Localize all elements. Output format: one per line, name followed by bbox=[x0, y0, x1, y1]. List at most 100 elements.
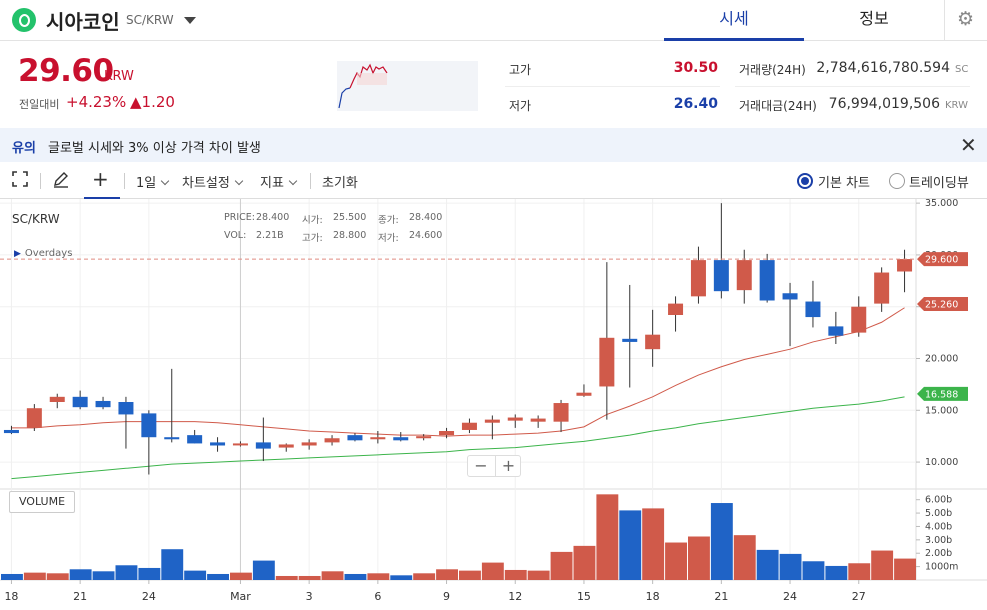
volume-bar bbox=[459, 570, 481, 580]
candle-body bbox=[668, 303, 684, 315]
volume-bar bbox=[733, 535, 756, 580]
low-value: 26.40 bbox=[673, 96, 718, 112]
candle-body bbox=[3, 429, 19, 434]
time-tick-label: 6 bbox=[374, 590, 381, 603]
header: 시아코인 SC/KRW 시세 정보 ⚙ bbox=[0, 0, 987, 41]
volume-bar bbox=[344, 573, 367, 580]
candle-body bbox=[95, 400, 111, 408]
zoom-in-button[interactable]: + bbox=[495, 456, 521, 476]
candle-body bbox=[576, 392, 592, 396]
price-chart[interactable]: 35.00030.00025.00020.00015.00010.0001821… bbox=[0, 199, 987, 610]
volume-bar bbox=[756, 549, 779, 580]
close-icon[interactable]: ✕ bbox=[960, 133, 977, 157]
volume-bar bbox=[275, 575, 298, 580]
indicators-menu[interactable]: 지표 bbox=[260, 172, 298, 191]
radio-tradingview[interactable] bbox=[889, 173, 905, 189]
candle-body bbox=[553, 403, 569, 422]
tab-info[interactable]: 정보 bbox=[859, 9, 889, 28]
volume-bar bbox=[23, 572, 46, 580]
chart-symbol: SC/KRW bbox=[12, 212, 60, 226]
candle-body bbox=[72, 396, 88, 408]
candle-body bbox=[347, 435, 363, 441]
candle-body bbox=[164, 437, 180, 440]
chevron-down-icon bbox=[234, 176, 244, 186]
header-divider bbox=[944, 0, 945, 40]
time-tick-label: 21 bbox=[73, 590, 87, 603]
candle-body bbox=[507, 417, 523, 421]
tradingview-label[interactable]: 트레이딩뷰 bbox=[909, 176, 969, 191]
legend-low-value: 24.600 bbox=[409, 230, 443, 241]
volume-tick-label: 3.00b bbox=[925, 535, 952, 546]
volume-chip: VOLUME bbox=[9, 491, 75, 513]
legend-vol-value: 2.21B bbox=[256, 230, 284, 241]
candle-body bbox=[118, 402, 134, 415]
amount-label: 거래대금(24H) bbox=[739, 99, 817, 113]
candle-body bbox=[461, 422, 477, 430]
candle-body bbox=[759, 260, 775, 301]
candle-body bbox=[232, 443, 248, 446]
volume-bar bbox=[252, 560, 275, 580]
moving-average-short bbox=[11, 307, 905, 437]
volume-bar bbox=[550, 551, 573, 580]
candle-body bbox=[645, 334, 661, 350]
candle-body bbox=[324, 438, 340, 443]
radio-basic-chart[interactable] bbox=[797, 173, 813, 189]
toolbar-divider bbox=[40, 173, 41, 189]
price-tick-label: 20.000 bbox=[925, 354, 958, 365]
candle-body bbox=[439, 431, 455, 436]
legend-high-value: 28.800 bbox=[333, 230, 367, 241]
time-tick-label: 12 bbox=[508, 590, 522, 603]
volume-bar bbox=[367, 573, 390, 580]
coin-select-caret-icon[interactable] bbox=[184, 17, 196, 24]
fullscreen-icon[interactable] bbox=[12, 171, 28, 191]
time-tick-label: 18 bbox=[4, 590, 18, 603]
legend-open-label: 시가: bbox=[302, 215, 323, 226]
ma-short-tag-background bbox=[917, 297, 968, 312]
candle-body bbox=[141, 413, 157, 438]
play-icon: ▶ bbox=[14, 249, 21, 259]
candle-body bbox=[874, 272, 890, 304]
volume-label: 거래량(24H) bbox=[739, 63, 806, 77]
candle-body bbox=[805, 301, 821, 318]
last-price-tag: 29.600 bbox=[925, 255, 958, 266]
volume-bar bbox=[184, 570, 207, 580]
overdays-toggle[interactable]: ▶ Overdays bbox=[14, 248, 72, 259]
chart-settings-label: 차트설정 bbox=[182, 176, 230, 191]
ma-short-tag: 25.260 bbox=[925, 300, 958, 311]
pencil-icon[interactable] bbox=[52, 171, 70, 193]
candle-body bbox=[370, 437, 386, 440]
time-tick-label: 21 bbox=[714, 590, 728, 603]
volume-tick-label: 4.00b bbox=[925, 521, 952, 532]
volume-bar bbox=[390, 575, 413, 580]
legend-low-label: 저가: bbox=[378, 233, 399, 244]
candle-body bbox=[622, 338, 638, 342]
volume-bar bbox=[527, 570, 550, 580]
candle-body bbox=[49, 396, 65, 402]
crosshair-icon[interactable]: + bbox=[92, 167, 109, 191]
volume-bar bbox=[92, 571, 115, 580]
volume-tick-label: 2.00b bbox=[925, 548, 952, 559]
high-value: 30.50 bbox=[673, 60, 718, 76]
candle-body bbox=[599, 337, 615, 387]
candle-body bbox=[26, 408, 42, 428]
gear-icon[interactable]: ⚙ bbox=[957, 8, 975, 30]
low-label: 저가 bbox=[509, 99, 532, 113]
volume-bar bbox=[825, 565, 848, 580]
volume-bar bbox=[710, 503, 733, 580]
chart-settings-menu[interactable]: 차트설정 bbox=[182, 172, 244, 191]
reset-button[interactable]: 초기화 bbox=[322, 176, 358, 191]
volume-bar bbox=[779, 553, 802, 580]
candle-body bbox=[210, 442, 226, 446]
tab-price[interactable]: 시세 bbox=[664, 0, 804, 41]
volume-bar bbox=[46, 573, 69, 580]
chart-canvas[interactable]: 35.00030.00025.00020.00015.00010.0001821… bbox=[0, 199, 987, 610]
zoom-out-button[interactable]: − bbox=[474, 456, 488, 475]
zoom-controls: − + bbox=[467, 455, 521, 477]
candle-body bbox=[393, 437, 409, 441]
amount-unit: KRW bbox=[945, 100, 968, 111]
basic-chart-label[interactable]: 기본 차트 bbox=[818, 176, 870, 191]
volume-bar bbox=[573, 545, 596, 580]
change-rate: +4.23% bbox=[66, 93, 127, 111]
volume-bar bbox=[894, 558, 916, 580]
period-select[interactable]: 1일 bbox=[136, 172, 170, 191]
